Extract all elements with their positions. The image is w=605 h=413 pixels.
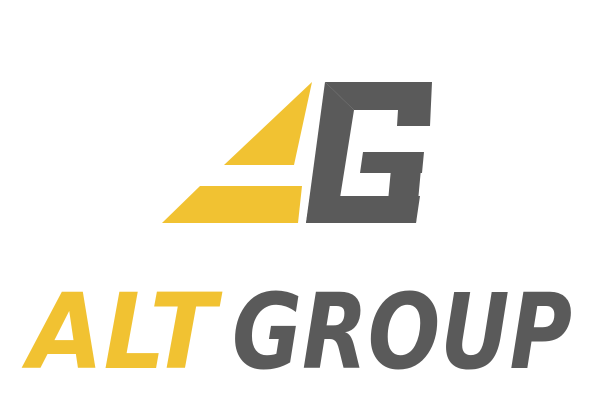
emblem-gold-bar: [162, 186, 302, 223]
emblem-gold-triangle: [224, 82, 312, 165]
logo-emblem: [162, 82, 432, 223]
emblem-g-letter: [306, 82, 432, 223]
wordmark-alt: ALT: [21, 271, 222, 393]
logo-wordmark: ALT GROUP: [21, 271, 572, 393]
wordmark-group: GROUP: [232, 271, 572, 393]
